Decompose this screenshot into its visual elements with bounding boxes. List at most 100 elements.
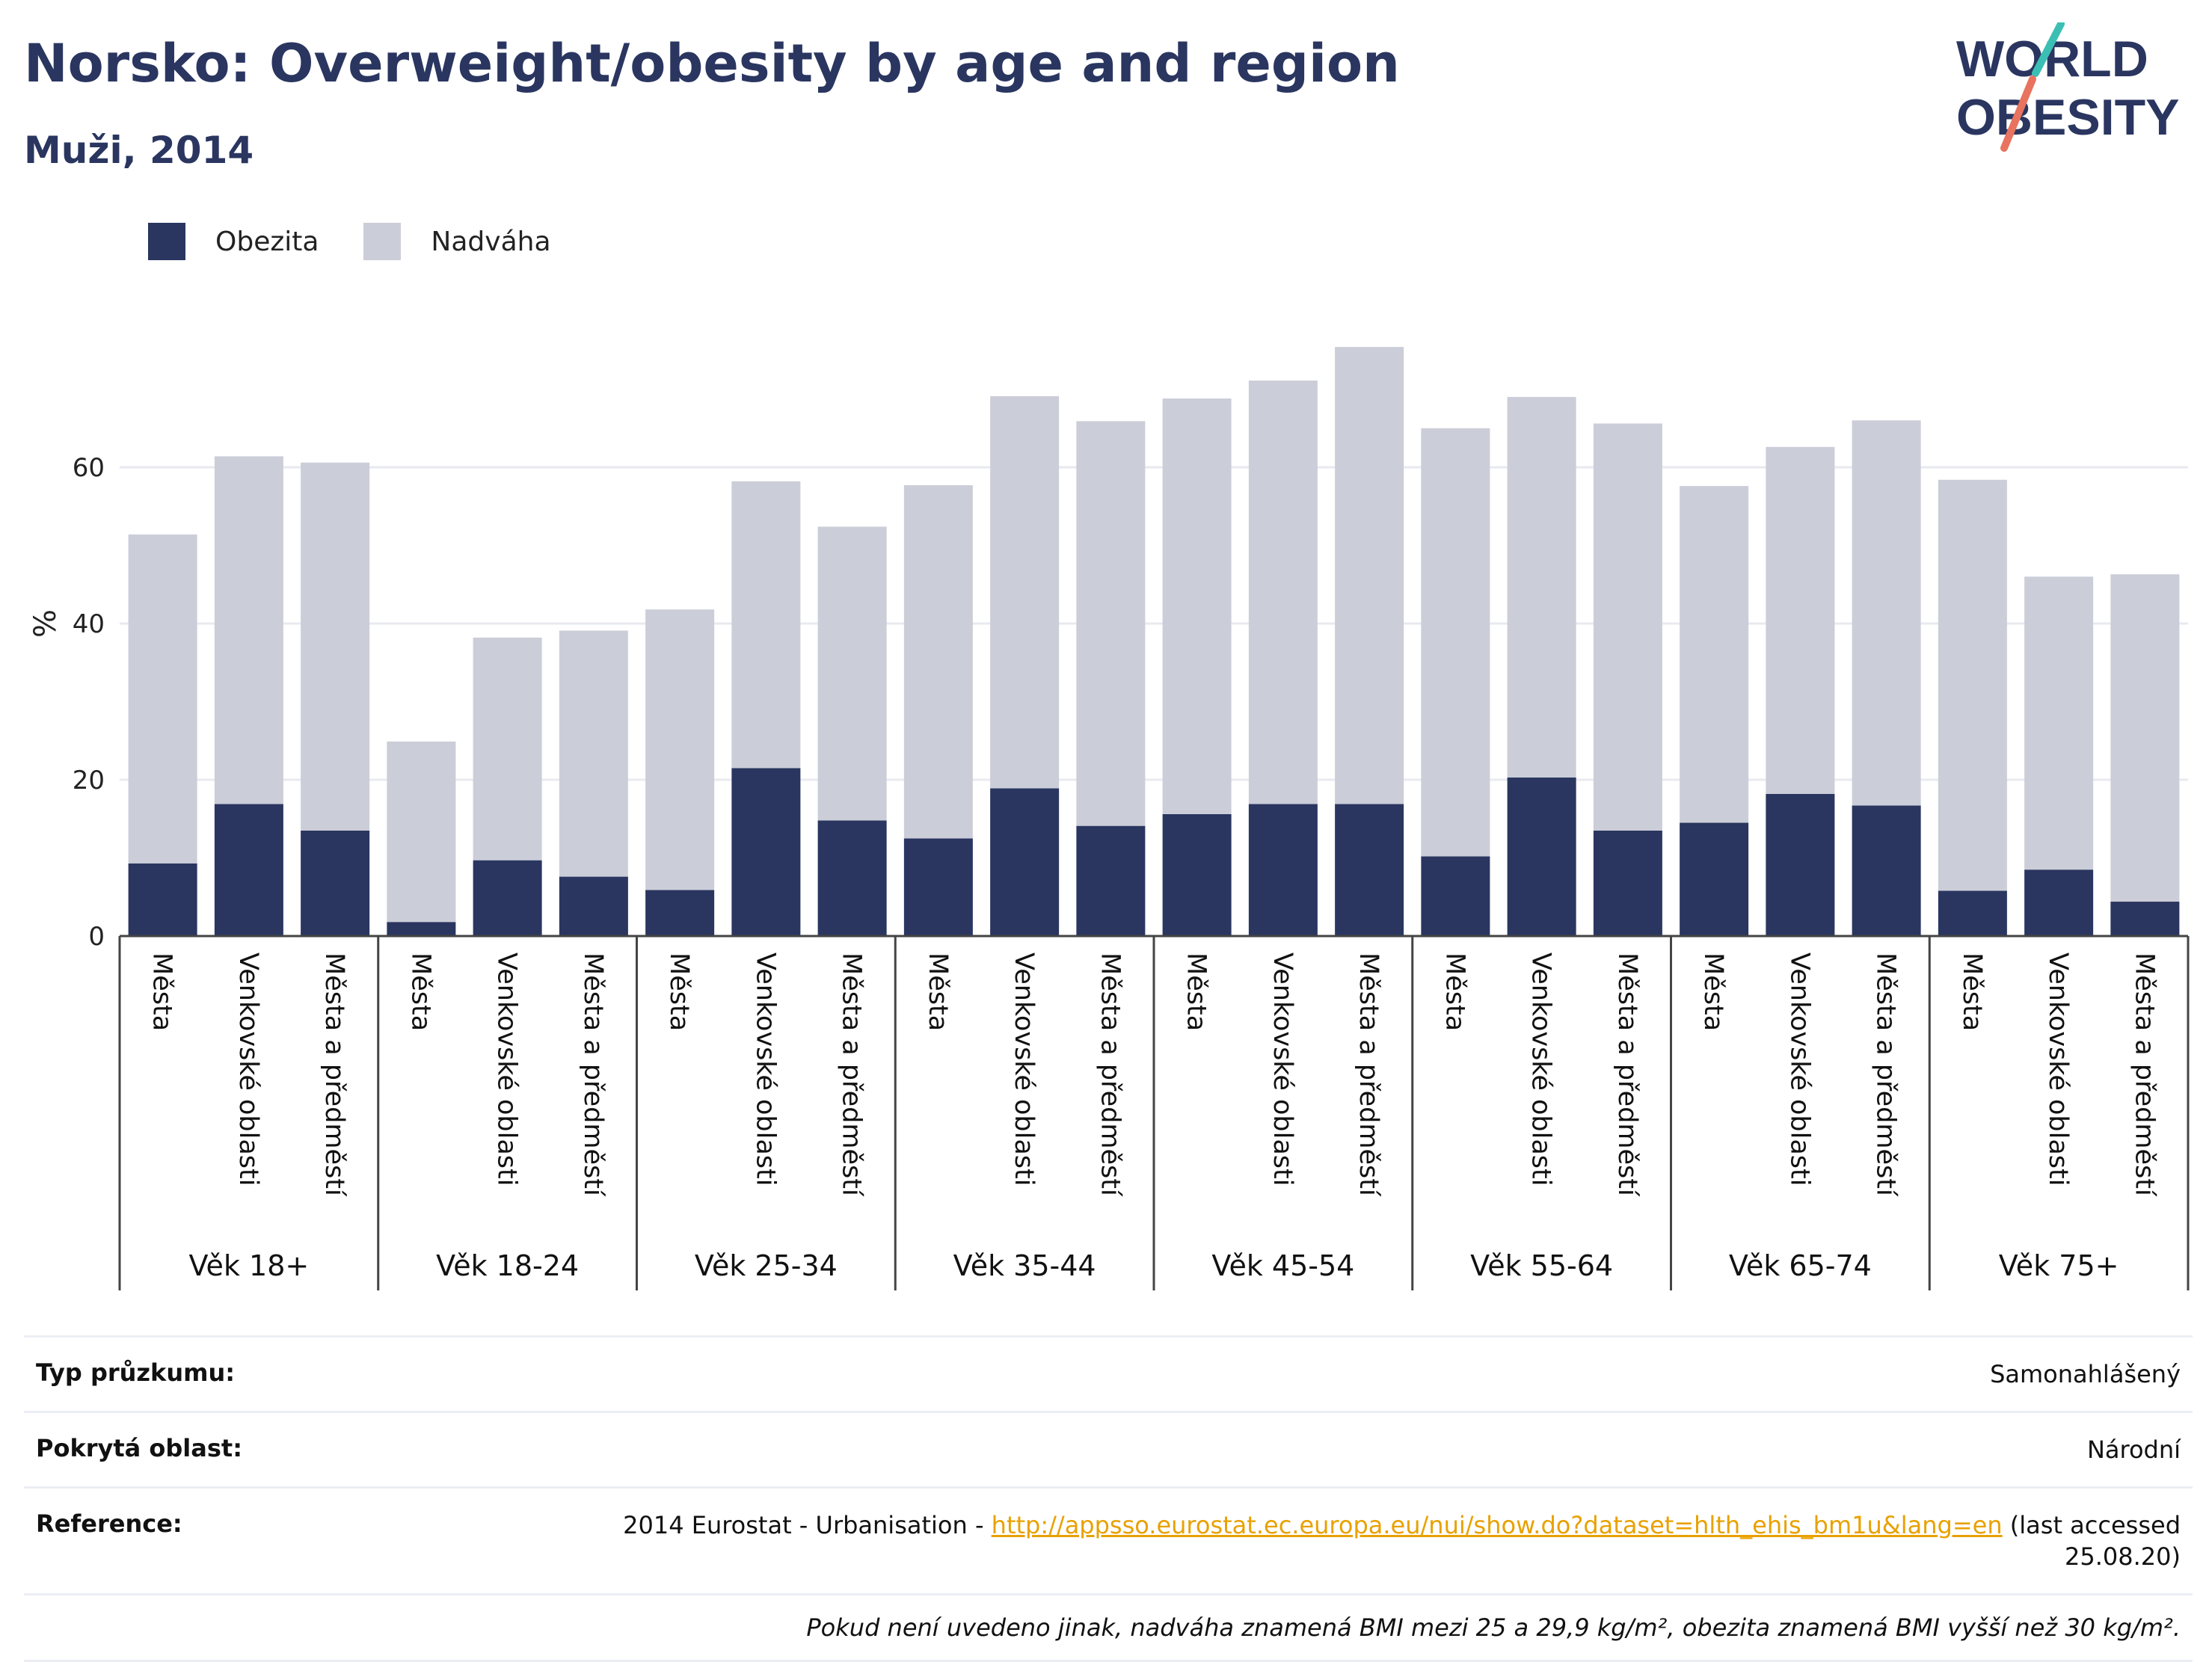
definition-note: Pokud není uvedeno jinak, nadváha znamen… (24, 1593, 2193, 1662)
legend-label-nadvaha: Nadváha (431, 226, 551, 257)
x-category-label: Města a předměstí (1612, 952, 1642, 1197)
info-row-survey-type: Typ průzkumu: Samonahlášený (24, 1335, 2193, 1411)
bar-nadvaha (1248, 381, 1318, 804)
x-category-label: Města (923, 952, 953, 1031)
reference-link[interactable]: http://appsso.eurostat.ec.europa.eu/nui/… (991, 1511, 2003, 1539)
x-category-label: Venkovské oblasti (492, 952, 522, 1187)
x-category-label: Města a předměstí (2129, 952, 2159, 1197)
x-group-label: Věk 65-74 (1729, 1249, 1872, 1282)
x-category-label: Města (1440, 952, 1469, 1031)
x-category-label: Města (1698, 952, 1728, 1031)
x-category-label: Města (664, 952, 694, 1031)
bar-nadvaha (1162, 398, 1232, 814)
bar-obezita (731, 768, 801, 936)
y-tick-label: 60 (73, 453, 105, 483)
survey-type-label: Typ průzkumu: (36, 1358, 236, 1387)
bar-obezita (473, 860, 542, 936)
x-category-label: Města (405, 952, 435, 1031)
bar-obezita (128, 863, 197, 936)
x-category-label: Města (1957, 952, 1987, 1031)
x-group-label: Věk 75+ (1999, 1249, 2119, 1282)
survey-type-value: Samonahlášený (1990, 1360, 2181, 1388)
bar-nadvaha (301, 462, 370, 831)
coverage-label: Pokrytá oblast: (36, 1434, 242, 1462)
bar-obezita (1076, 825, 1146, 936)
bar-obezita (1162, 813, 1232, 936)
legend-item-nadvaha[interactable]: Nadváha (363, 223, 551, 260)
x-category-label: Města a předměstí (1871, 952, 1901, 1197)
bar-nadvaha (1938, 479, 2007, 891)
reference-label: Reference: (36, 1509, 182, 1538)
y-tick-label: 20 (73, 766, 105, 795)
legend-swatch-nadvaha (363, 223, 402, 260)
x-category-label: Venkovské oblasti (750, 952, 780, 1187)
bar-obezita (1335, 804, 1404, 936)
bar-nadvaha (817, 526, 887, 821)
coverage-value: Národní (2086, 1435, 2181, 1464)
x-group-label: Věk 45-54 (1211, 1249, 1354, 1282)
world-obesity-logo: WORLD OBESITY (1956, 22, 2180, 152)
logo-line2: OBESITY (1956, 89, 2180, 146)
bar-nadvaha (387, 741, 456, 923)
bar-obezita (1593, 830, 1662, 936)
legend-item-obezita[interactable]: Obezita (148, 223, 319, 260)
bar-nadvaha (731, 481, 801, 769)
bar-nadvaha (1076, 421, 1146, 826)
bar-obezita (559, 876, 628, 936)
bar-nadvaha (990, 396, 1060, 789)
x-category-label: Města a předměstí (578, 952, 608, 1197)
bar-nadvaha (1335, 347, 1404, 804)
legend: Obezita Nadváha (148, 221, 596, 262)
bar-nadvaha (214, 456, 283, 804)
x-group-label: Věk 35-44 (953, 1249, 1096, 1282)
bar-obezita (1248, 804, 1318, 936)
x-category-label: Města a předměstí (837, 952, 867, 1197)
x-group-label: Věk 25-34 (695, 1249, 838, 1282)
x-category-label: Města (1182, 952, 1211, 1031)
x-group-label: Věk 55-64 (1470, 1249, 1613, 1282)
y-tick-label: 40 (73, 609, 105, 639)
bar-obezita (1852, 805, 1921, 936)
bar-obezita (301, 830, 370, 936)
x-category-label: Venkovské oblasti (1009, 952, 1039, 1187)
bar-obezita (2110, 902, 2180, 936)
reference-value: 2014 Eurostat - Urbanisation - http://ap… (610, 1509, 2181, 1572)
bar-chart: 0 20 40 60% Města Venkovské oblasti Města a př… (28, 347, 2190, 1290)
bar-obezita (1938, 890, 2007, 936)
x-category-label: Venkovské oblasti (1784, 952, 1814, 1187)
bar-obezita (817, 820, 887, 936)
bar-nadvaha (1421, 428, 1490, 857)
x-category-label: Města a předměstí (1354, 952, 1383, 1197)
bar-nadvaha (559, 630, 628, 877)
info-table: Typ průzkumu: Samonahlášený Pokrytá obla… (24, 1335, 2193, 1662)
x-group-label: Věk 18-24 (436, 1249, 579, 1282)
bar-nadvaha (473, 637, 542, 861)
bar-obezita (1766, 793, 1835, 936)
chart-title: Norsko: Overweight/obesity by age and re… (24, 33, 1400, 94)
bar-nadvaha (1852, 420, 1921, 806)
y-axis-label: % (28, 609, 63, 638)
reference-suffix: (last accessed 25.08.20) (2002, 1511, 2181, 1571)
y-tick-label: 0 (88, 922, 105, 952)
bar-nadvaha (903, 485, 973, 839)
x-category-label: Města a předměstí (319, 952, 349, 1197)
bar-obezita (645, 890, 715, 936)
bar-nadvaha (1680, 486, 1749, 823)
x-category-label: Venkovské oblasti (1526, 952, 1556, 1187)
legend-label-obezita: Obezita (215, 226, 319, 257)
info-row-reference: Reference: 2014 Eurostat - Urbanisation … (24, 1486, 2193, 1593)
legend-swatch-obezita (148, 223, 185, 260)
bar-nadvaha (645, 609, 715, 890)
bar-obezita (1680, 822, 1749, 936)
bar-nadvaha (1593, 423, 1662, 831)
x-category-label: Města (147, 952, 177, 1031)
bar-nadvaha (2110, 574, 2180, 902)
x-category-label: Venkovské oblasti (233, 952, 263, 1187)
x-category-label: Města a předměstí (1095, 952, 1125, 1197)
x-category-label: Venkovské oblasti (1268, 952, 1297, 1187)
bar-obezita (1507, 777, 1576, 936)
reference-prefix: 2014 Eurostat - Urbanisation - (623, 1511, 992, 1539)
bar-nadvaha (1766, 446, 1835, 794)
bar-obezita (990, 788, 1060, 936)
bar-obezita (1421, 856, 1490, 936)
